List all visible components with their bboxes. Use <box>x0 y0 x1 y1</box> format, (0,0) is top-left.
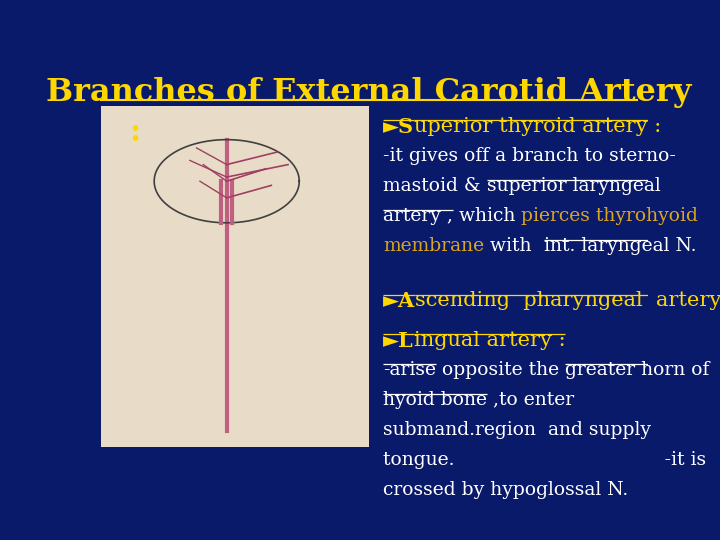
Text: int. laryngeal N.: int. laryngeal N. <box>544 237 696 254</box>
Text: mastoid &: mastoid & <box>383 177 487 194</box>
Text: submand.region  and supply: submand.region and supply <box>383 421 651 438</box>
Text: ►A: ►A <box>383 292 415 312</box>
Text: superior laryngeal: superior laryngeal <box>487 177 660 194</box>
Text: which: which <box>453 207 521 225</box>
Bar <box>101 106 369 447</box>
Text: with: with <box>484 237 544 254</box>
Text: crossed by hypoglossal N.: crossed by hypoglossal N. <box>383 481 628 498</box>
Text: scending  pharyngeal  artery.: scending pharyngeal artery. <box>415 292 720 310</box>
Text: tongue.                                   -it is: tongue. -it is <box>383 451 706 469</box>
Text: ►S: ►S <box>383 117 414 137</box>
Text: -it gives off a branch to sterno-: -it gives off a branch to sterno- <box>383 147 676 165</box>
Text: greater horn of: greater horn of <box>565 361 709 379</box>
Text: pierces thyrohyoid: pierces thyrohyoid <box>521 207 698 225</box>
Text: ►L: ►L <box>383 331 414 351</box>
Text: :: : <box>129 117 140 148</box>
Text: -arise: -arise <box>383 361 436 379</box>
Text: opposite the: opposite the <box>436 361 565 379</box>
Text: Branches of External Carotid Artery: Branches of External Carotid Artery <box>46 77 692 109</box>
Text: membrane: membrane <box>383 237 484 254</box>
Text: hyoid bone: hyoid bone <box>383 391 487 409</box>
Text: artery ,: artery , <box>383 207 453 225</box>
Text: uperior thyroid artery :: uperior thyroid artery : <box>414 117 662 136</box>
Text: ,to enter: ,to enter <box>487 391 574 409</box>
Text: ingual artery :: ingual artery : <box>414 331 565 350</box>
